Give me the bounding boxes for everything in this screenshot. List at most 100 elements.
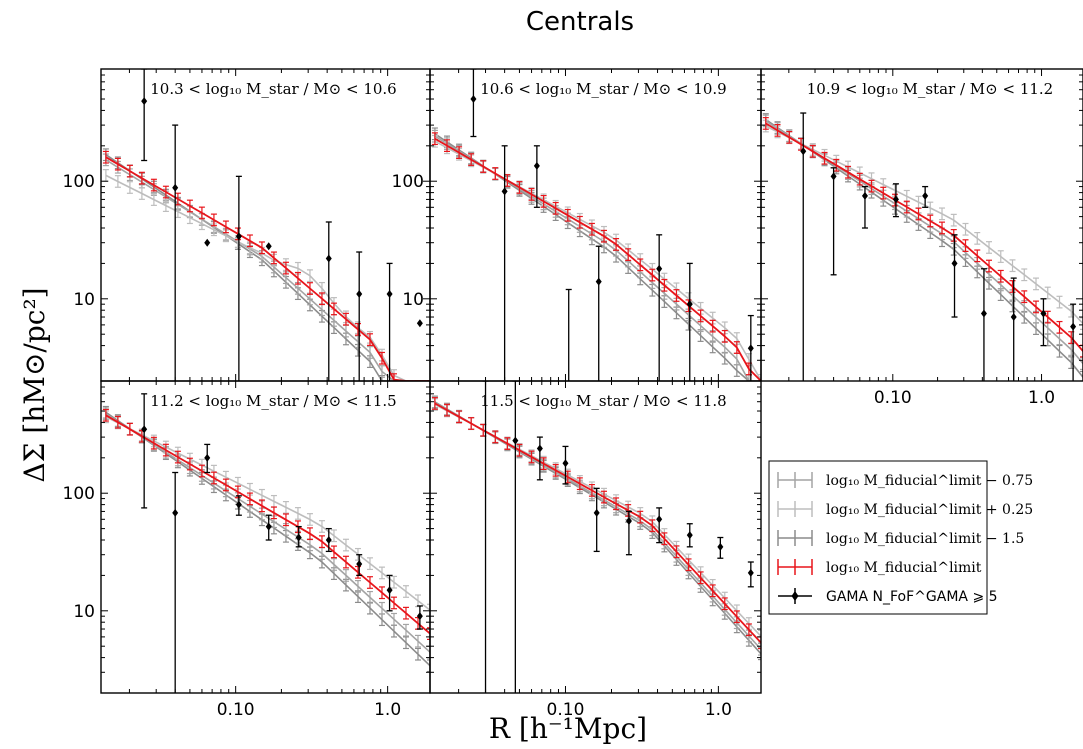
legend-entry-label: log₁₀ M_fiducial^limit + 0.25 [826,502,1033,518]
gama-point [625,517,632,526]
panel-annotation: 10.6 < log₁₀ M_star / M⊙ < 10.9 [480,80,726,98]
panel-annotation: 11.2 < log₁₀ M_star / M⊙ < 11.5 [150,392,396,410]
plot-area [431,69,761,381]
gama-point [1040,309,1047,318]
series-fiducial-line [765,122,1083,352]
y-axis-label: ΔΣ [hM⊙/pc²] [18,287,51,482]
legend: log₁₀ M_fiducial^limit − 0.75 log₁₀ M_fid… [768,460,1033,615]
panel-frame [100,380,431,694]
plot-area [102,69,430,381]
panel-frame [429,380,762,694]
legend-entry-label: GAMA N_FoF^GAMA ⩾ 5 [826,589,998,605]
series-minus-1-5-line [765,118,1083,378]
gama-point [1010,313,1017,322]
series-minus-1-5-line [434,401,761,655]
gama-point [172,183,179,192]
gama-point [386,289,393,298]
y-tick-label: 10 [402,290,424,310]
gama-point [172,508,179,517]
gama-point [141,425,148,434]
gama-point [235,232,242,241]
gama-point [1070,322,1077,331]
gama-point [951,259,958,268]
plot-area [102,393,430,693]
gama-point [416,612,423,621]
series-plus-0-25-line [105,174,430,381]
x-tick-label: 0.10 [547,700,585,720]
gama-point [747,568,754,577]
gama-point [533,161,540,170]
panel-frame [100,68,431,382]
y-tick-label: 100 [63,484,95,504]
panel-2: 10 100 10.6 < log₁₀ M_star / M⊙ < 10.9 [392,68,762,382]
panel-frame [760,68,1083,382]
plot-area [431,381,761,693]
gama-point [593,508,600,517]
x-tick-label: 0.10 [874,388,912,408]
gama-point [265,242,272,251]
legend-entry-label: log₁₀ M_fiducial^limit [826,560,982,576]
y-tick-label: 100 [392,172,424,192]
figure-title: Centrals [526,7,634,37]
series-minus-1-5-line [105,154,430,381]
gama-point [562,459,569,468]
gama-point [295,533,302,542]
y-tick-label: 10 [73,602,95,622]
gama-point [235,500,242,509]
gama-point [386,586,393,595]
series-plus-0-25-line [434,140,761,381]
panel-annotation: 10.3 < log₁₀ M_star / M⊙ < 10.6 [150,80,396,98]
series-minus-0-75-line [434,401,761,650]
panel-annotation: 10.9 < log₁₀ M_star / M⊙ < 11.2 [807,80,1053,98]
gama-point [356,560,363,569]
gama-point [470,95,477,104]
x-tick-label: 1.0 [1028,388,1055,408]
series-minus-0-75-line [105,159,430,381]
legend-entry-label: log₁₀ M_fiducial^limit − 1.5 [826,531,1024,547]
x-axis-label: R [h⁻¹Mpc] [489,712,647,745]
gama-point [686,531,693,540]
gama-point [830,172,837,181]
gama-point [800,147,807,156]
panel-5: 0.10 1.0 11.5 < log₁₀ M_star / M⊙ < 11.8 [429,380,762,720]
panel-frame [429,68,762,382]
gama-point [265,522,272,531]
series-fiducial-line [434,137,761,381]
panel-1: 10 100 10.3 < log₁₀ M_star / M⊙ < 10.6 [63,68,431,382]
gama-point [980,309,987,318]
series-minus-0-75-line [105,413,430,653]
gama-point [892,195,899,204]
gama-point [356,289,363,298]
y-tick-label: 100 [63,172,95,192]
gama-point [656,515,663,524]
gama-point [204,453,211,462]
plot-area [762,112,1083,381]
gama-point [686,300,693,309]
gama-point [416,319,423,328]
gama-point [501,187,508,196]
panel-4: 0.10 1.0 10 100 11.2 < log₁₀ M_star / M⊙ < 1… [63,380,431,720]
gama-point [325,536,332,545]
gama-point [512,436,519,445]
legend-entry-label: log₁₀ M_fiducial^limit − 0.75 [826,473,1033,489]
gama-point [536,444,543,453]
y-tick-label: 10 [73,290,95,310]
series-fiducial-line [434,402,761,644]
series-plus-0-25-line [765,125,1083,325]
gama-point [656,264,663,273]
gama-point [325,254,332,263]
x-tick-label: 0.10 [217,700,255,720]
gama-point [141,97,148,106]
gama-point [204,238,211,247]
x-tick-label: 1.0 [374,700,401,720]
legend-swatch-diamond [791,591,799,601]
panel-3: 0.10 1.0 10.9 < log₁₀ M_star / M⊙ < 11.2 [760,68,1083,408]
gama-point [747,344,754,353]
series-fiducial-line [105,156,430,381]
gama-point [595,277,602,286]
gama-point [861,191,868,200]
series-fiducial-line [105,414,430,635]
gama-point [922,191,929,200]
